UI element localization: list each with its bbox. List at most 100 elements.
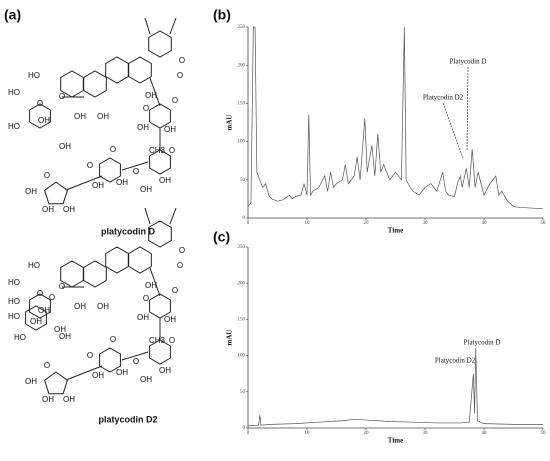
atom-label: OH: [97, 112, 109, 121]
atom-label: O: [172, 286, 178, 295]
trace: [247, 26, 544, 210]
atom-label: OH: [42, 205, 54, 214]
atom-label: O: [44, 361, 50, 370]
panel-label: (b): [213, 7, 231, 23]
atom-label: OH: [38, 116, 50, 125]
atom-label: HO: [14, 333, 26, 342]
atom-label: OH: [145, 91, 157, 100]
atom-label: O: [59, 282, 65, 291]
atom-label: O: [133, 357, 139, 366]
y-tick-label: 100: [238, 354, 246, 359]
atom-label: OH: [38, 306, 50, 315]
atom-label: O: [177, 71, 183, 80]
atom-label: O: [59, 92, 65, 101]
atom-label: O: [133, 167, 139, 176]
atom-label: HO: [28, 71, 40, 80]
atom-label: O: [110, 335, 116, 344]
atom-label: OH: [159, 366, 171, 375]
y-tick-label: 200: [238, 63, 246, 68]
atom-label: OH: [74, 302, 86, 311]
structure-caption: platycodin D2: [98, 414, 157, 424]
atom-label: OH: [137, 313, 149, 322]
atom-label: OH: [97, 302, 109, 311]
atom-label: O: [49, 293, 55, 302]
atom-label: O: [87, 161, 93, 170]
trace: [247, 348, 543, 427]
atom-label: O: [44, 171, 50, 180]
y-tick-label: 150: [238, 102, 246, 107]
atom-label: OH: [116, 368, 128, 377]
atom-label: CH3: [149, 336, 166, 345]
atom-label: O: [169, 146, 175, 155]
atom-label: OH: [116, 178, 128, 187]
atom-label: OH: [145, 281, 157, 290]
panel-label: (a): [4, 7, 21, 23]
atom-label: OH: [92, 181, 104, 190]
atom-label: OH: [159, 176, 171, 185]
x-tick-label: 30: [423, 431, 429, 436]
atom-label: O: [177, 261, 183, 270]
atom-label: HO: [8, 88, 20, 97]
y-tick-label: 200: [238, 281, 246, 286]
atom-label: O: [172, 96, 178, 105]
atom-label: OH: [164, 315, 176, 324]
atom-label: O: [37, 289, 43, 298]
atom-label: OH: [164, 125, 176, 134]
y-tick-label: 150: [238, 318, 246, 323]
x-tick-label: 40: [482, 221, 488, 226]
y-tick-label: 50: [240, 178, 246, 183]
annotation: Platycodin D: [464, 339, 501, 347]
atom-label: OH: [63, 205, 75, 214]
atom-label: OH: [30, 317, 42, 326]
y-tick-label: 250: [238, 245, 246, 250]
y-tick-label: 50: [240, 390, 246, 395]
atom-label: OH: [63, 395, 75, 404]
atom-label: O: [179, 56, 185, 65]
annotation: Platycodin D: [450, 58, 487, 66]
atom-label: O: [169, 336, 175, 345]
y-axis-label: mAU: [226, 115, 234, 131]
annotation: Platycodin D2: [435, 357, 476, 365]
atom-label: O: [110, 145, 116, 154]
atom-label: O: [179, 246, 185, 255]
x-tick-label: 0: [247, 221, 250, 226]
atom-label: O: [143, 294, 149, 303]
atom-label: CH3: [149, 146, 166, 155]
x-tick-label: 40: [482, 431, 488, 436]
x-tick-label: 30: [423, 221, 429, 226]
atom-label: HO: [28, 261, 40, 270]
x-tick-label: 10: [305, 221, 311, 226]
atom-label: OH: [59, 142, 71, 151]
structure-caption: platycodin D: [101, 226, 156, 236]
atom-label: OH: [25, 377, 37, 386]
y-tick-label: 250: [238, 25, 246, 30]
atom-label: HO: [8, 312, 20, 321]
y-tick-label: 0: [243, 426, 246, 431]
x-axis-label: Time: [388, 227, 403, 235]
x-tick-label: 10: [305, 431, 311, 436]
atom-label: OH: [140, 185, 152, 194]
atom-label: HO: [8, 122, 20, 131]
annotation-arrow: [466, 66, 469, 151]
atom-label: OH: [25, 187, 37, 196]
x-tick-label: 50: [541, 431, 547, 436]
atom-label: OH: [74, 112, 86, 121]
y-tick-label: 100: [238, 140, 246, 145]
x-tick-label: 20: [364, 431, 370, 436]
structure-bonds: [29, 17, 177, 205]
annotation: Platycodin D2: [423, 94, 464, 102]
atom-label: HO: [8, 297, 20, 306]
atom-label: OH: [92, 371, 104, 380]
atom-label: OH: [42, 395, 54, 404]
atom-label: O: [87, 351, 93, 360]
atom-label: O: [37, 99, 43, 108]
x-tick-label: 0: [247, 431, 250, 436]
panel-label: (c): [213, 229, 230, 245]
x-tick-label: 50: [541, 221, 547, 226]
x-axis-label: Time: [388, 437, 403, 445]
atom-label: HO: [8, 278, 20, 287]
atom-label: OH: [140, 375, 152, 384]
structure-bonds: [25, 207, 177, 395]
atom-label: OH: [137, 123, 149, 132]
